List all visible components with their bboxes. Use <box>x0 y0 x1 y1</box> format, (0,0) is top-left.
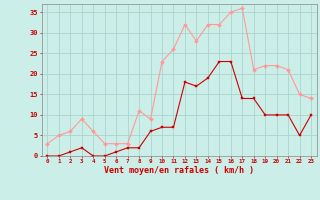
X-axis label: Vent moyen/en rafales ( km/h ): Vent moyen/en rafales ( km/h ) <box>104 166 254 175</box>
